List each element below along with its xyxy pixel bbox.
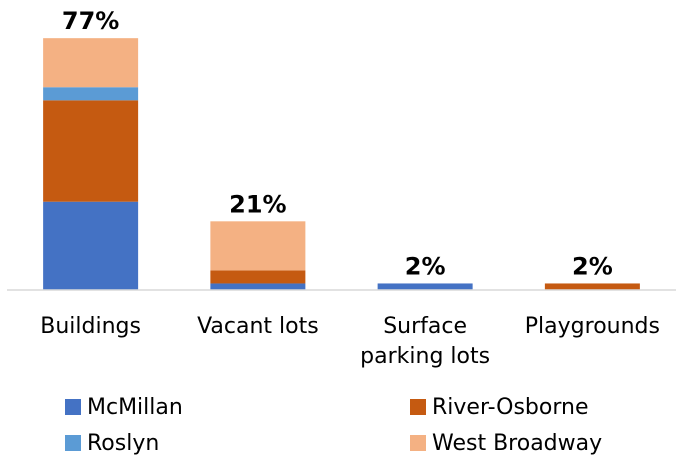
bar-segment — [43, 87, 139, 101]
legend-label: West Broadway — [432, 431, 602, 456]
legend-label: River-Osborne — [432, 395, 588, 420]
legend-swatch — [410, 435, 426, 451]
x-tick-label: Playgrounds — [524, 314, 660, 339]
legend-label: Roslyn — [87, 431, 159, 456]
legend-swatch — [65, 399, 81, 415]
bar-segment — [377, 283, 473, 290]
total-label: 21% — [229, 190, 286, 218]
x-tick-label: Buildings — [40, 314, 141, 339]
legend-swatch — [65, 435, 81, 451]
x-tick-label: Vacant lots — [197, 314, 319, 339]
x-tick-label: Surface parking lots — [360, 314, 491, 369]
legend-label: McMillan — [87, 395, 183, 420]
bar-segment — [210, 221, 306, 271]
bar-segment — [544, 283, 640, 290]
bar-segment — [210, 283, 306, 290]
bar-segment — [43, 38, 139, 88]
bar-segment — [210, 270, 306, 284]
total-label: 77% — [62, 7, 119, 35]
total-label: 2% — [405, 252, 446, 280]
total-label: 2% — [572, 252, 613, 280]
bar-segment — [43, 201, 139, 290]
legend-swatch — [410, 399, 426, 415]
bar-segment — [43, 100, 139, 202]
